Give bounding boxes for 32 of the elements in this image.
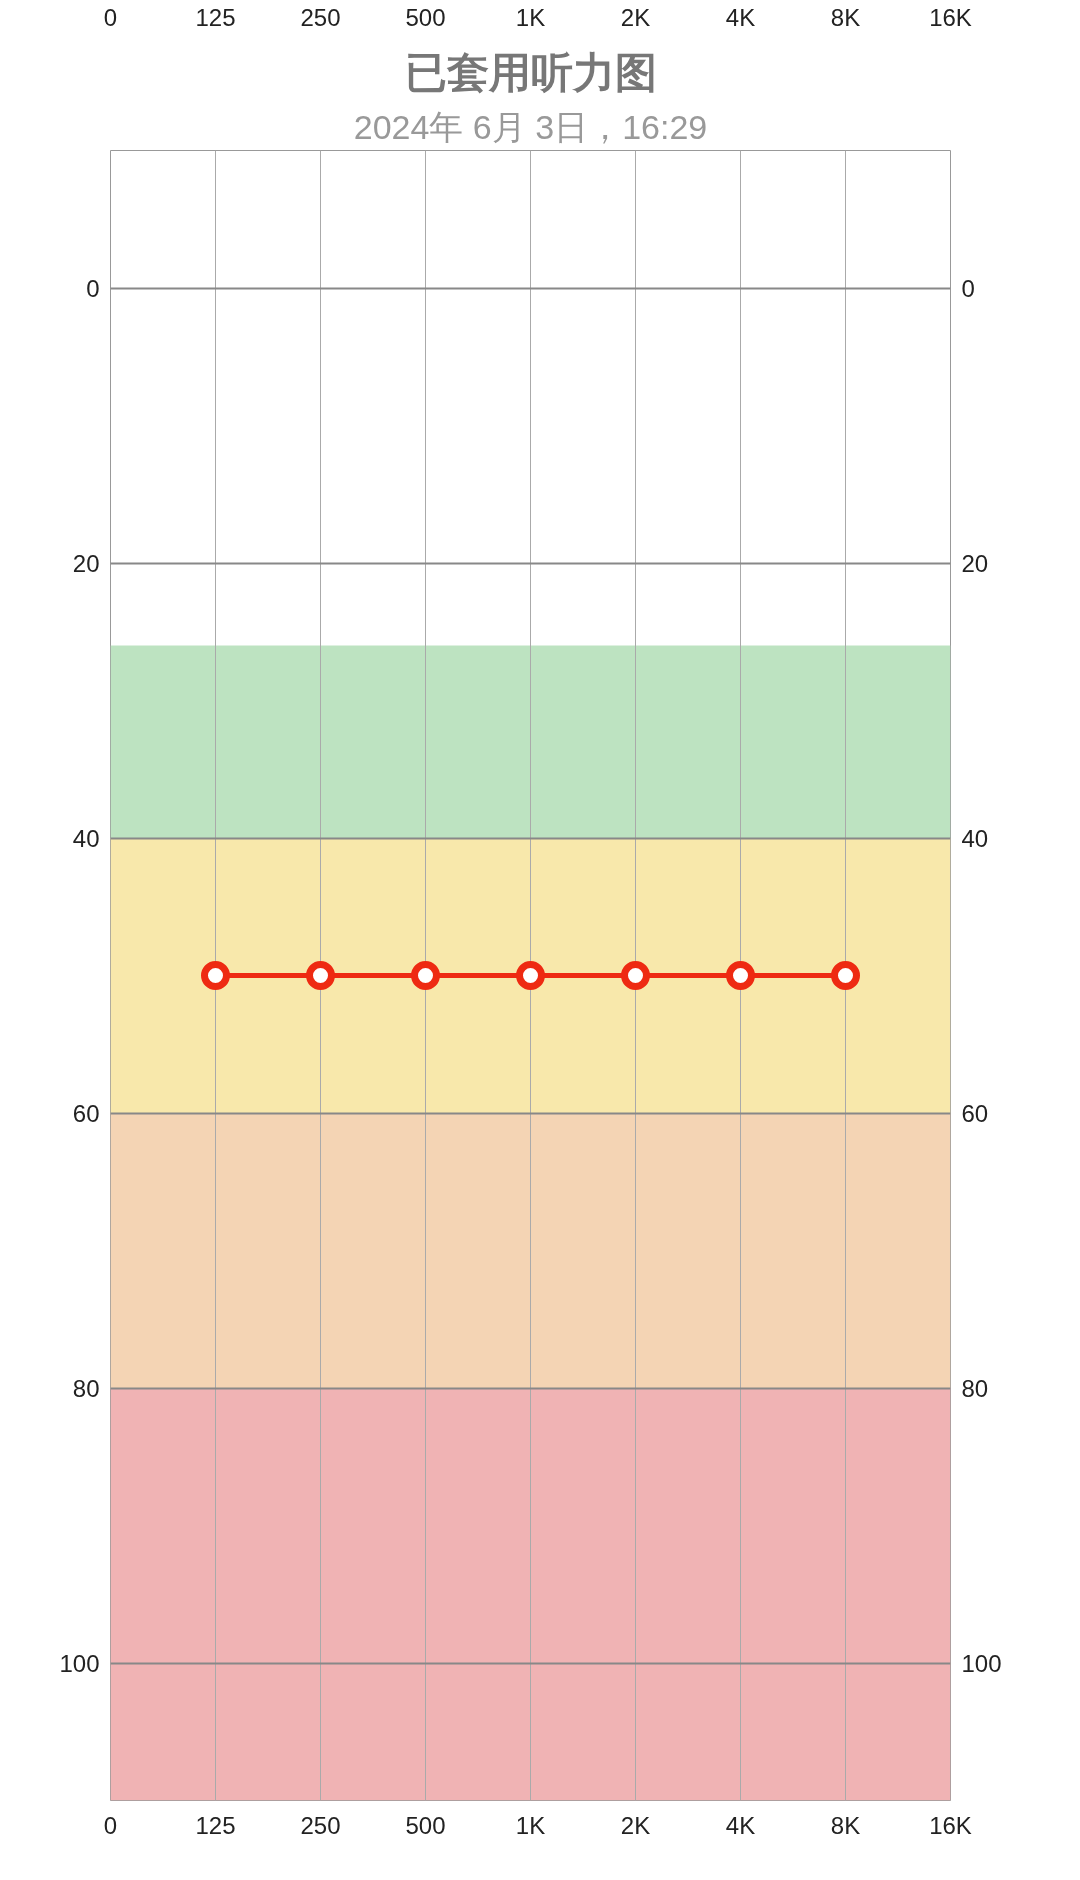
- category-label: 16K: [929, 3, 972, 31]
- y-tick-label: 40: [72, 824, 100, 852]
- y2-tick-label: 60: [961, 1099, 989, 1127]
- category-label: 4K: [725, 3, 756, 31]
- category-label: 0: [103, 3, 118, 31]
- y2-tick-label: 80: [961, 1374, 989, 1402]
- x-tick-label: 2K: [620, 1811, 651, 1839]
- chart-subtitle: 2024年 6月 3日，16:29: [353, 107, 708, 146]
- x-tick-label: 16K: [929, 1811, 972, 1839]
- x-tick-label: 500: [405, 1811, 446, 1839]
- y-tick-label: 80: [72, 1374, 100, 1402]
- y-tick-label: 0: [86, 274, 100, 302]
- y2-tick-label: 0: [961, 274, 975, 302]
- x-tick-label: 8K: [830, 1811, 861, 1839]
- category-label: 8K: [830, 3, 861, 31]
- y2-tick-label: 20: [961, 549, 989, 577]
- category-label: 125: [195, 3, 236, 31]
- y-tick-label: 20: [72, 549, 100, 577]
- category-label: 2K: [620, 3, 651, 31]
- x-tick-label: 4K: [725, 1811, 756, 1839]
- y-tick-label: 60: [72, 1099, 100, 1127]
- x-tick-label: 250: [300, 1811, 341, 1839]
- x-tick-label: 1K: [515, 1811, 546, 1839]
- category-label: 250: [300, 3, 341, 31]
- x-tick-label: 0: [103, 1811, 118, 1839]
- chart-title: 已套用听力图: [404, 48, 657, 96]
- y-tick-label: 100: [59, 1649, 100, 1677]
- category-label: 1K: [515, 3, 546, 31]
- y2-tick-label: 100: [961, 1649, 1002, 1677]
- category-label: 500: [405, 3, 446, 31]
- y2-tick-label: 40: [961, 824, 989, 852]
- x-tick-label: 125: [195, 1811, 236, 1839]
